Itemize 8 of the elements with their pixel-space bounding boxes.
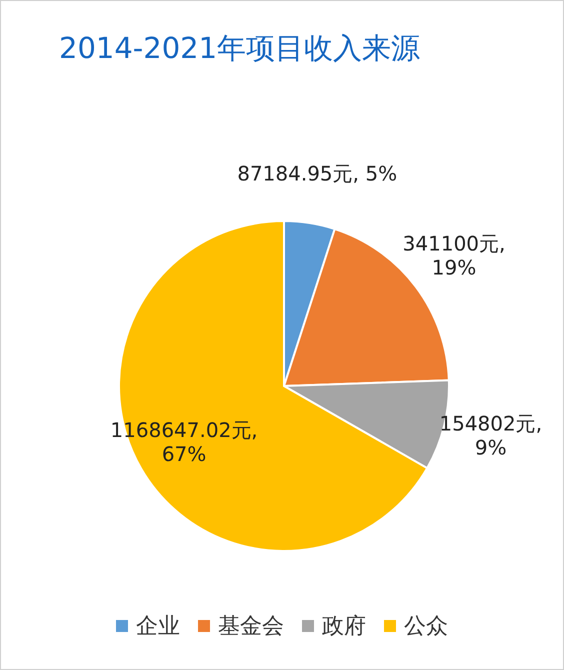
data-label: 154802元, 9%	[439, 412, 542, 460]
legend-label: 基金会	[218, 613, 284, 641]
legend-label: 公众	[404, 613, 448, 641]
legend-label: 政府	[322, 613, 366, 641]
data-label: 341100元, 19%	[402, 232, 506, 280]
chart-title: 2014-2021年项目收入来源	[59, 30, 420, 67]
legend-label: 企业	[136, 613, 180, 641]
data-label: 87184.95元, 5%	[237, 162, 398, 186]
